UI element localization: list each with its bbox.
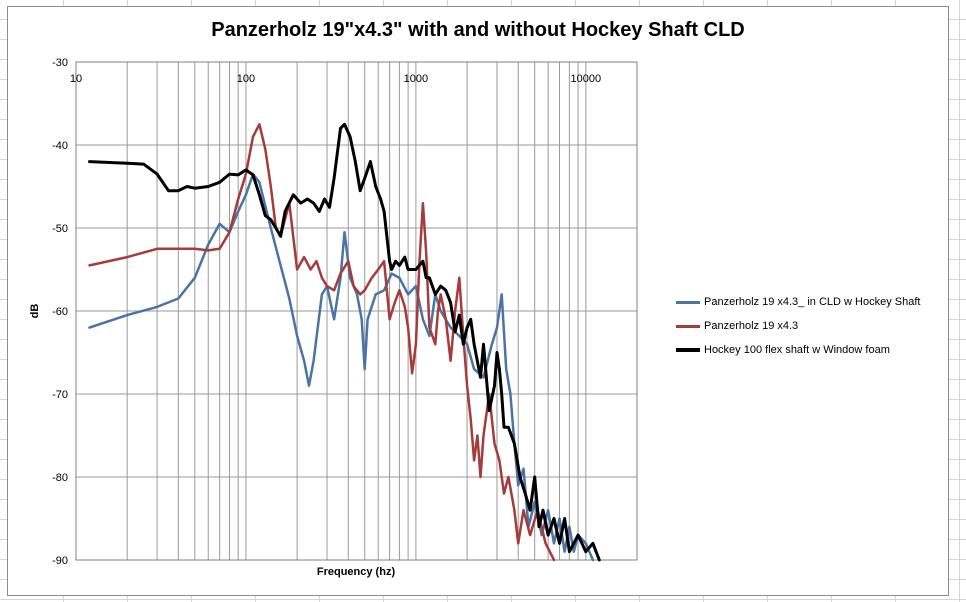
y-axis-title: dB (29, 304, 41, 319)
series-line (88, 122, 601, 562)
chart-title: Panzerholz 19"x4.3" with and without Hoc… (211, 19, 745, 41)
series-lines (88, 122, 601, 562)
legend-swatch (676, 324, 700, 328)
y-tick-label: -90 (52, 555, 68, 567)
grid-lines (75, 61, 638, 561)
x-tick-label: 10000 (571, 73, 602, 85)
series-line (88, 172, 595, 562)
legend-swatch (676, 300, 700, 304)
legend-label: Hockey 100 flex shaft w Window foam (704, 344, 890, 356)
x-tick-label: 1000 (404, 73, 428, 85)
plot-svg: -30 -40 -50 -60 -70 -80 -90 10 100 1000 10000 Fre… (29, 57, 638, 578)
series-line (88, 123, 556, 562)
y-tick-label: -50 (52, 223, 68, 235)
x-tick-label: 100 (237, 73, 255, 85)
legend-item: Panzerholz 19 x4.3_ in CLD w Hockey Shaf… (676, 290, 920, 314)
x-axis-title: Frequency (hz) (317, 566, 396, 578)
y-tick-label: -60 (52, 306, 68, 318)
x-tick-label: 10 (70, 73, 82, 85)
y-tick-labels: -30 -40 -50 -60 -70 -80 -90 (52, 57, 68, 567)
y-tick-label: -70 (52, 389, 68, 401)
x-tick-labels: 10 100 1000 10000 (70, 73, 601, 85)
y-tick-label: -30 (52, 57, 68, 69)
chart-area[interactable]: Panzerholz 19"x4.3" with and without Hoc… (7, 6, 949, 596)
y-tick-label: -40 (52, 140, 68, 152)
legend[interactable]: Panzerholz 19 x4.3_ in CLD w Hockey Shaf… (676, 290, 920, 362)
legend-swatch (676, 348, 700, 352)
legend-item: Panzerholz 19 x4.3 (676, 314, 920, 338)
plot-area-border (75, 61, 638, 561)
legend-label: Panzerholz 19 x4.3 (704, 320, 799, 332)
legend-item: Hockey 100 flex shaft w Window foam (676, 338, 920, 362)
legend-label: Panzerholz 19 x4.3_ in CLD w Hockey Shaf… (704, 296, 921, 308)
y-tick-label: -80 (52, 472, 68, 484)
